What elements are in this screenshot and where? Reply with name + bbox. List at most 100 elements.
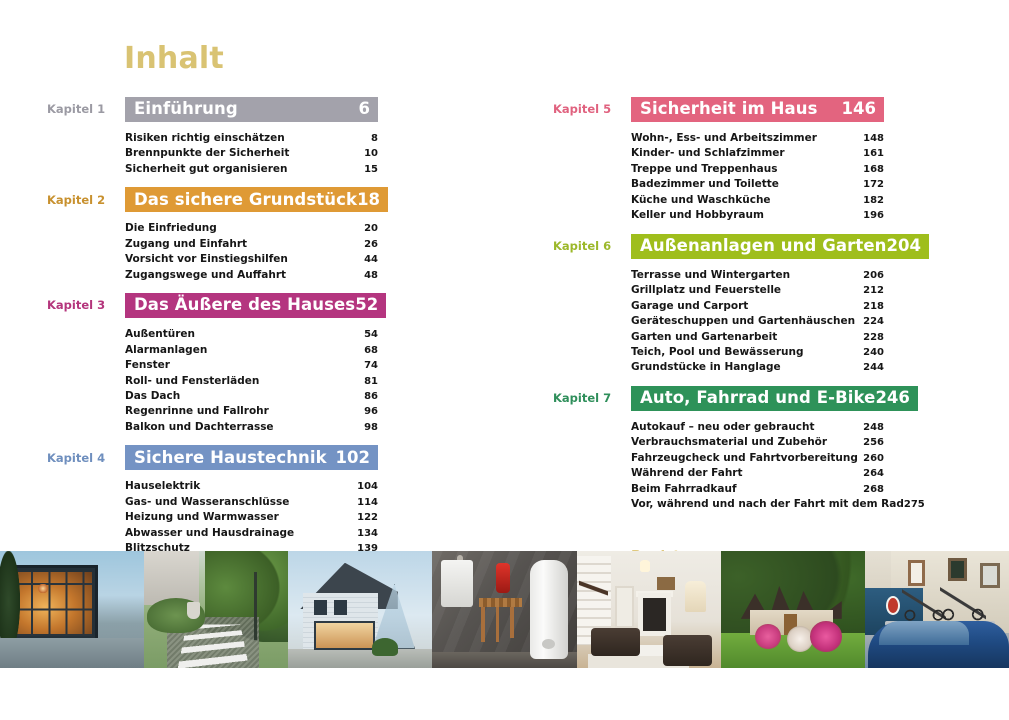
toc-entry[interactable]: Zugangswege und Auffahrt 48: [125, 268, 378, 283]
toc-entry-title: Treppe und Treppenhaus: [631, 162, 778, 175]
toc-entry-title: Balkon und Dachterrasse: [125, 420, 274, 433]
chapter-header[interactable]: Kapitel 4 Sichere Haustechnik 102: [47, 445, 378, 471]
toc-entry[interactable]: Alarmanlagen 68: [125, 343, 378, 358]
toc-entry-title: Fahrzeugcheck und Fahrtvorbereitung: [631, 451, 858, 464]
toc-entry-title: Risiken richtig einschätzen: [125, 132, 285, 144]
toc-entry[interactable]: Zugang und Einfahrt 26: [125, 237, 378, 252]
chapter-header[interactable]: Kapitel 2 Das sichere Grundstück 18: [47, 187, 389, 213]
toc-entry[interactable]: Beim Fahrradkauf 268: [631, 482, 884, 497]
toc-entry-title: Badezimmer und Toilette: [631, 178, 779, 191]
toc-entry[interactable]: Die Einfriedung 20: [125, 221, 378, 236]
photo-conservatory-at-dusk: [0, 551, 145, 668]
chapter-bar[interactable]: Auto, Fahrrad und E-Bike 246: [631, 385, 918, 411]
chapter-header[interactable]: Kapitel 1 Einführung 6: [47, 97, 378, 122]
toc-entry-title: Hauselektrik: [125, 480, 201, 493]
toc-entry[interactable]: Außentüren 54: [125, 327, 378, 342]
toc-entry[interactable]: Fahrzeugcheck und Fahrtvorbereitung 260: [631, 451, 884, 466]
toc-entry-title: Verbrauchsmaterial und Zubehör: [631, 436, 828, 449]
chapter-header[interactable]: Kapitel 3 Das Äußere des Hauses 52: [47, 293, 387, 319]
toc-entry-page: 172: [863, 179, 884, 191]
toc-entry[interactable]: Wohn-, Ess- und Arbeitszimmer 148: [631, 131, 884, 146]
chapter-title: Einführung: [134, 99, 238, 119]
toc-entry-title: Während der Fahrt: [631, 467, 743, 480]
chapter-block: Kapitel 1 Einführung 6 Risiken richtig eins…: [47, 97, 378, 177]
toc-entry-page: 224: [863, 316, 884, 328]
toc-entry[interactable]: Während der Fahrt 264: [631, 466, 884, 481]
toc-entry-title: Terrasse und Wintergarten: [631, 268, 791, 281]
toc-entry-title: Zugangswege und Auffahrt: [125, 268, 287, 281]
chapter-block: Kapitel 2 Das sichere Grundstück 18 Die Ein…: [47, 187, 389, 283]
toc-entry[interactable]: Badezimmer und Toilette 172: [631, 177, 884, 192]
toc-entry-page: 68: [364, 344, 378, 356]
chapter-bar[interactable]: Sicherheit im Haus 146: [631, 97, 884, 122]
toc-entry[interactable]: Teich, Pool und Bewässerung 240: [631, 345, 884, 360]
toc-entry-page: 212: [863, 285, 884, 297]
toc-entry[interactable]: Abwasser und Hausdrainage 134: [125, 526, 378, 541]
toc-entry[interactable]: Hauselektrik 104: [125, 479, 378, 494]
toc-entry[interactable]: Brennpunkte der Sicherheit 10: [125, 146, 378, 161]
chapter-bar[interactable]: Sichere Haustechnik 102: [125, 445, 378, 471]
chapter-title: Sicherheit im Haus: [640, 99, 818, 119]
toc-entry-page: 268: [863, 483, 884, 495]
toc-entry-page: 54: [364, 329, 378, 341]
toc-entry[interactable]: Küche und Waschküche 182: [631, 193, 884, 208]
toc-entry[interactable]: Fenster 74: [125, 358, 378, 373]
chapter-title: Sichere Haustechnik: [134, 447, 327, 467]
chapter-bar[interactable]: Einführung 6: [125, 97, 378, 122]
toc-entry-title: Abwasser und Hausdrainage: [125, 526, 295, 539]
toc-entry[interactable]: Vor, während und nach der Fahrt mit dem …: [631, 497, 925, 512]
toc-entry-title: Keller und Hobbyraum: [631, 209, 764, 222]
chapter-bar[interactable]: Das Äußere des Hauses 52: [125, 293, 387, 319]
chapter-bar[interactable]: Außenanlagen und Garten 204: [631, 233, 929, 259]
chapter-entry-list: Autokauf – neu oder gebraucht 248 Verbrauc…: [631, 411, 925, 513]
toc-entry-title: Das Dach: [125, 389, 181, 402]
chapter-page-number: 204: [886, 235, 921, 255]
toc-entry-title: Beim Fahrradkauf: [631, 482, 737, 495]
chapter-bar[interactable]: Das sichere Grundstück 18: [125, 187, 389, 213]
chapter-page-number: 18: [357, 189, 381, 209]
toc-entry[interactable]: Verbrauchsmaterial und Zubehör 256: [631, 435, 884, 450]
toc-entry[interactable]: Kinder- und Schlafzimmer 161: [631, 146, 884, 161]
chapter-entry-list: Die Einfriedung 20 Zugang und Einfahrt 26 Vo…: [125, 212, 378, 283]
toc-entry[interactable]: Regenrinne und Fallrohr 96: [125, 404, 378, 419]
chapter-block: Kapitel 6 Außenanlagen und Garten 204 Terra…: [553, 233, 929, 376]
toc-entry[interactable]: Garage und Carport 218: [631, 299, 884, 314]
kapitel-label: Kapitel 5: [553, 102, 612, 117]
toc-entry[interactable]: Gas- und Wasseranschlüsse 114: [125, 495, 378, 510]
toc-entry[interactable]: Roll- und Fensterläden 81: [125, 374, 378, 389]
toc-entry[interactable]: Terrasse und Wintergarten 206: [631, 268, 884, 283]
toc-entry[interactable]: Balkon und Dachterrasse 98: [125, 420, 378, 435]
toc-entry-title: Vorsicht vor Einstiegshilfen: [125, 253, 288, 266]
toc-entry-page: 134: [357, 527, 378, 539]
toc-entry[interactable]: Grundstücke in Hanglage 244: [631, 360, 884, 375]
toc-entry-page: 15: [364, 163, 378, 175]
toc-entry[interactable]: Sicherheit gut organisieren 15: [125, 162, 378, 177]
toc-entry-page: 8: [371, 133, 378, 144]
toc-entry-title: Die Einfriedung: [125, 222, 217, 235]
toc-entry[interactable]: Das Dach 86: [125, 389, 378, 404]
toc-entry[interactable]: Garten und Gartenarbeit 228: [631, 330, 884, 345]
toc-entry[interactable]: Risiken richtig einschätzen 8: [125, 131, 378, 146]
toc-entry[interactable]: Autokauf – neu oder gebraucht 248: [631, 420, 884, 435]
chapter-header[interactable]: Kapitel 7 Auto, Fahrrad und E-Bike 246: [553, 385, 918, 411]
toc-entry-title: Garage und Carport: [631, 299, 749, 312]
toc-entry-page: 248: [863, 421, 884, 433]
toc-entry[interactable]: Treppe und Treppenhaus 168: [631, 162, 884, 177]
chapter-block: Kapitel 3 Das Äußere des Hauses 52 Außentür…: [47, 293, 387, 435]
chapter-title: Auto, Fahrrad und E-Bike: [640, 388, 876, 408]
toc-entry-page: 256: [863, 437, 884, 449]
chapter-header[interactable]: Kapitel 5 Sicherheit im Haus 146: [553, 97, 884, 122]
chapter-header[interactable]: Kapitel 6 Außenanlagen und Garten 204: [553, 233, 929, 259]
toc-entry[interactable]: Grillplatz und Feuerstelle 212: [631, 283, 884, 298]
toc-entry-title: Alarmanlagen: [125, 343, 208, 356]
toc-entry[interactable]: Heizung und Warmwasser 122: [125, 510, 378, 525]
toc-entry-page: 114: [357, 496, 378, 508]
toc-entry[interactable]: Keller und Hobbyraum 196: [631, 208, 884, 223]
toc-entry-title: Brennpunkte der Sicherheit: [125, 147, 290, 160]
chapter-page-number: 246: [875, 388, 910, 408]
photo-bikes-on-car-roof-rack: [864, 551, 1009, 668]
toc-entry[interactable]: Vorsicht vor Einstiegshilfen 44: [125, 252, 378, 267]
toc-entry[interactable]: Geräteschuppen und Gartenhäuschen 224: [631, 314, 884, 329]
toc-entry-page: 74: [364, 360, 378, 372]
toc-entry-title: Kinder- und Schlafzimmer: [631, 147, 785, 160]
